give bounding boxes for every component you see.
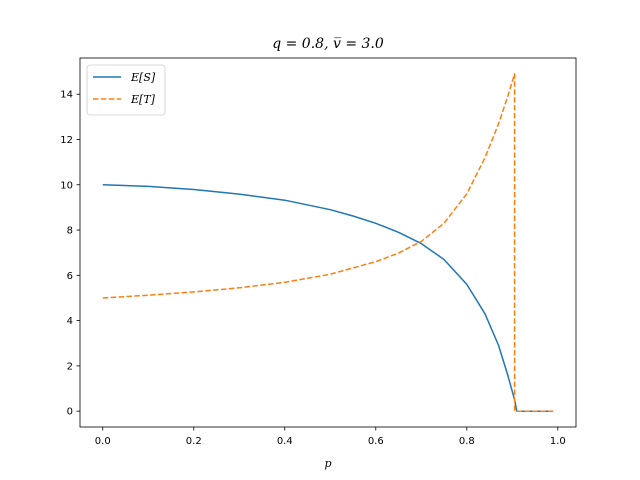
x-axis-label: p [324,457,331,470]
x-tick-label: 1.0 [550,436,566,447]
y-tick-label: 6 [67,271,73,282]
chart-title: q = 0.8, v̅ = 3.0 [272,36,384,52]
legend: E[S] E[T] [86,64,166,116]
axis-ticks: 0.0 0.2 0.4 0.6 0.8 1.0 0 2 4 6 8 10 12 14 [60,90,565,447]
y-tick-label: 0 [67,407,73,418]
y-tick-label: 12 [60,135,73,146]
x-tick-label: 0.6 [368,436,384,447]
series-line-2 [102,73,554,412]
x-tick-label: 0.0 [95,436,111,447]
y-tick-label: 10 [60,180,73,191]
axes-frame [79,57,577,428]
x-tick-label: 0.4 [277,436,293,447]
y-tick-label: 4 [67,316,73,327]
y-tick-label: 2 [67,361,73,372]
series-line-1 [102,184,554,412]
legend-label-1: E[S] [130,71,156,84]
plot-area [102,73,554,412]
y-tick-label: 8 [67,226,73,237]
legend-label-2: E[T] [130,93,156,106]
x-tick-label: 0.2 [186,436,202,447]
y-tick-label: 14 [60,90,73,101]
x-tick-label: 0.8 [459,436,475,447]
